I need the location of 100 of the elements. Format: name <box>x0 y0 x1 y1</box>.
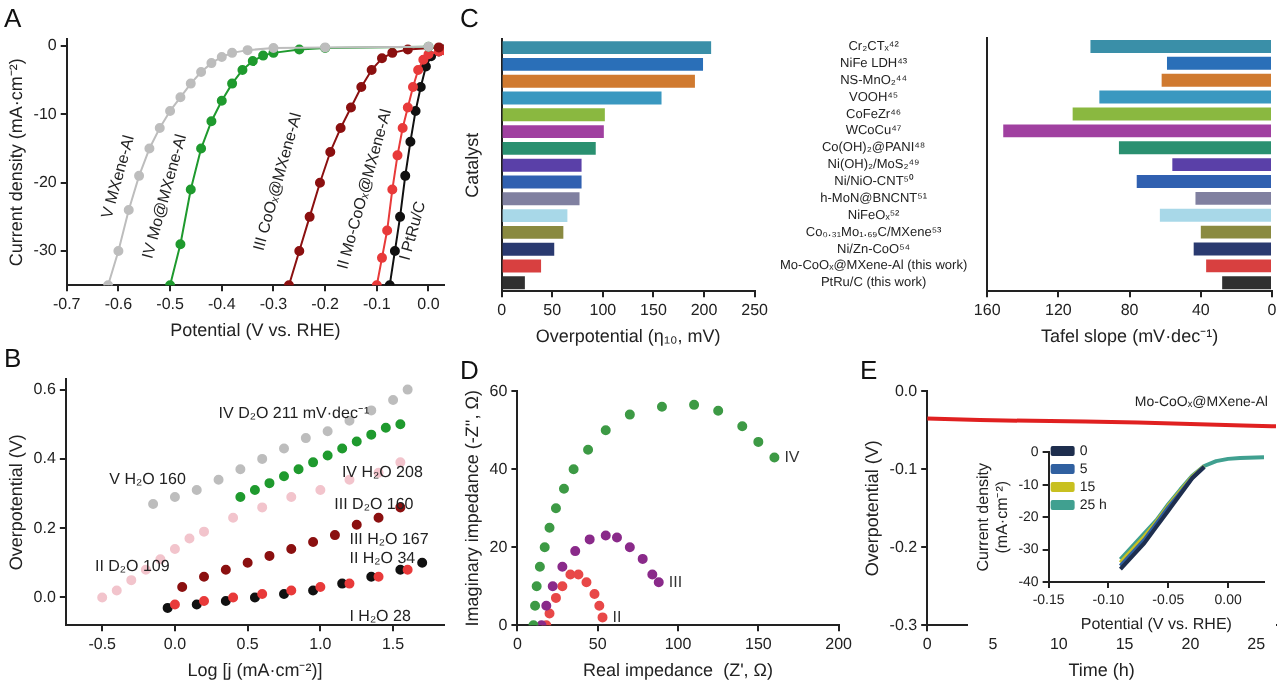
x-tick-label: 0.0 <box>417 295 441 314</box>
x-tick-label: 150 <box>744 635 773 654</box>
annotation: III H₂O 167 <box>349 529 430 548</box>
point <box>594 600 605 611</box>
x-tick-label: 20 <box>1181 635 1201 654</box>
annotation: IV D₂O 211 mV·dec⁻¹ <box>218 404 370 423</box>
point <box>410 105 421 116</box>
x-tick-label: 25 <box>1247 635 1267 654</box>
point <box>531 581 542 592</box>
y-tick-label: 0.0 <box>894 381 919 400</box>
point <box>568 464 579 475</box>
point <box>322 450 333 461</box>
bar <box>502 209 568 223</box>
point <box>557 581 568 592</box>
point <box>530 600 541 611</box>
point <box>113 246 124 257</box>
bar <box>502 225 564 239</box>
point <box>624 409 635 420</box>
y-tick-label: -0.1 <box>889 459 919 478</box>
point <box>293 464 304 475</box>
point <box>402 102 413 113</box>
point <box>264 478 275 489</box>
point <box>395 419 406 430</box>
bar <box>1161 73 1271 87</box>
point <box>581 577 592 588</box>
point <box>624 542 635 553</box>
point <box>550 592 561 603</box>
bar <box>502 74 695 88</box>
x-tick-label: 10 <box>1049 635 1069 654</box>
y-tick-label: -30 <box>33 241 58 260</box>
x-tick-label: 200 <box>690 301 719 320</box>
point <box>600 530 611 541</box>
bar <box>1003 124 1271 138</box>
y-tick-label: -20 <box>33 173 58 192</box>
point <box>242 45 253 56</box>
point <box>539 542 550 553</box>
point <box>294 246 305 257</box>
bar <box>502 141 596 155</box>
x-tick-label: 100 <box>664 635 693 654</box>
point <box>242 557 253 568</box>
chart-title: E <box>860 354 878 385</box>
point <box>405 136 416 147</box>
x-tick-label: 40 <box>1191 301 1211 320</box>
point <box>191 485 202 496</box>
y-tick-label: 0.2 <box>33 518 57 537</box>
point <box>570 546 581 557</box>
x-axis-title: Time (h) <box>1068 660 1135 681</box>
x-tick-label: -0.1 <box>363 295 392 314</box>
bar <box>1099 90 1271 104</box>
bar <box>1072 107 1271 121</box>
point <box>308 457 319 468</box>
x-axis-title: Potential (V vs. RHE) <box>170 320 341 341</box>
point <box>373 512 384 523</box>
annotation: I PtRu/C <box>395 198 430 263</box>
bar <box>1090 39 1271 53</box>
point <box>191 599 202 610</box>
point <box>589 589 600 599</box>
y-axis-title: Overpotential (V) <box>861 440 882 577</box>
point <box>154 123 165 134</box>
point <box>237 64 248 75</box>
point <box>558 483 569 494</box>
point <box>199 526 210 537</box>
x-axis-title: Overpotential (η₁₀, mV) <box>535 326 721 347</box>
x-tick-label: 0 <box>1267 301 1278 320</box>
point <box>322 426 333 437</box>
x-tick-label: 50 <box>543 301 563 320</box>
annotation: II D₂O 109 <box>94 556 171 575</box>
y-tick-label: 0 <box>47 36 58 55</box>
point <box>541 600 552 611</box>
y-axis-title: Imaginary impedance (-Z'', Ω) <box>461 390 482 627</box>
point <box>769 452 780 463</box>
x-tick-label: 120 <box>1045 301 1073 320</box>
point <box>351 436 362 447</box>
point <box>356 82 367 93</box>
x-tick-label: 0.0 <box>163 635 188 654</box>
x-axis-title: Tafel slope (mV·dec⁻¹) <box>1041 326 1219 347</box>
x-tick-label: 1.5 <box>381 635 406 654</box>
point <box>407 82 418 93</box>
point <box>611 532 622 543</box>
bar <box>502 175 582 189</box>
point <box>656 401 667 412</box>
series-label: III <box>668 572 683 591</box>
point <box>169 543 180 554</box>
point <box>402 384 413 395</box>
point <box>653 577 664 588</box>
x-tick-label: -0.3 <box>259 295 289 314</box>
point <box>216 95 227 106</box>
point <box>689 399 700 410</box>
point <box>573 569 584 580</box>
x-tick-label: 15 <box>1115 635 1135 654</box>
point <box>351 519 362 530</box>
bar <box>1159 208 1271 222</box>
annotation: IV H₂O 208 <box>341 463 424 482</box>
annotation: III D₂O 160 <box>334 495 415 514</box>
y-axis-title: Overpotential (V) <box>5 434 26 571</box>
x-tick-label: 250 <box>741 301 770 320</box>
point <box>300 433 311 444</box>
point <box>111 585 122 596</box>
point <box>337 443 348 454</box>
bar <box>1222 276 1271 290</box>
